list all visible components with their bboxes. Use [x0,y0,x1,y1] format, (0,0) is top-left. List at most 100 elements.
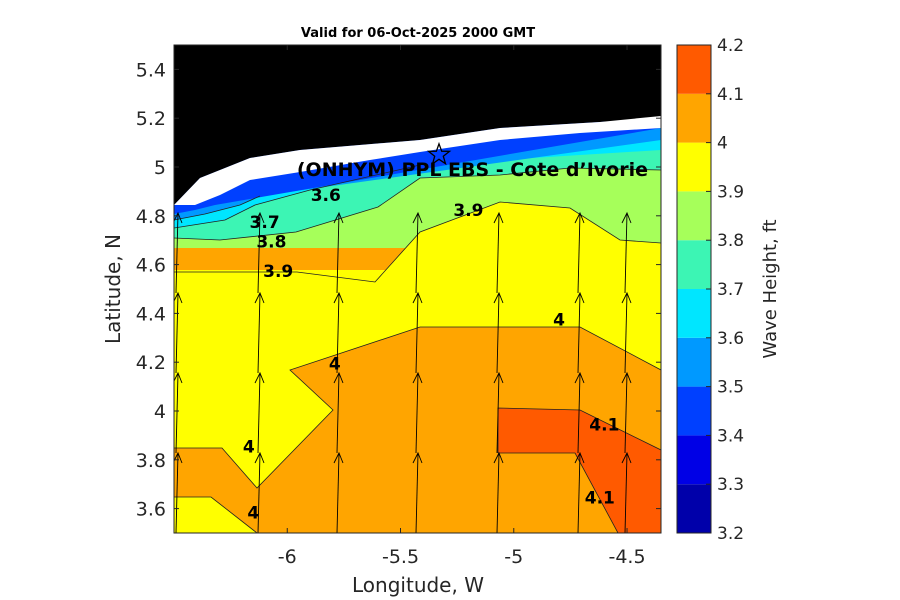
colorbar-tick-label: 3.5 [717,378,744,398]
coastline-strip [174,116,661,205]
wave-arrow-head [621,451,632,464]
wave-arrow-head [254,211,265,224]
site-label: (ONHYM) PPL EBS - Cote d’Ivorie [297,159,648,181]
band-3.9-4.0-corner [174,497,257,533]
band-3.9-4.0 [174,270,661,488]
colorbar-tick-label: 3.7 [717,280,744,300]
colorbar-tick-label: 3.8 [717,231,744,251]
y-tick-label: 4.8 [136,206,166,228]
wave-arrow-head [333,451,344,464]
wave-arrow [257,292,261,374]
site-marker [426,141,452,166]
wave-arrow-head [574,291,585,304]
wave-arrow [336,212,340,294]
wave-arrow [624,452,628,533]
wave-arrow [415,212,419,294]
wave-arrow-head [333,371,344,384]
y-tick-label: 4.2 [136,352,166,374]
site-star-icon [426,141,452,166]
y-axis-label: Latitude, N [101,234,125,344]
wave-arrow [577,372,581,454]
wave-arrow [175,372,179,454]
contour-label: 4 [329,355,341,375]
contour-label: 4 [243,437,255,457]
wave-arrow [257,212,261,294]
wave-arrow-head [254,371,265,384]
contour-label: 4.1 [589,416,619,436]
contour-label: 3.8 [256,233,286,253]
wave-arrow [175,292,179,374]
wave-arrow [496,212,500,294]
wave-arrow [175,452,179,533]
wave-arrow [496,452,500,533]
contour-label: 4.1 [585,489,615,509]
x-tick-label: -6 [278,546,297,568]
colorbar-tick-label: 3.3 [717,475,744,495]
wave-arrow-head [174,371,183,384]
wave-arrow [624,212,628,294]
wave-arrow [496,372,500,454]
y-tick-label: 4.4 [136,303,166,325]
wave-arrow-head [493,211,504,224]
colorbar-segment [677,484,711,533]
contour-label: 4 [553,311,565,331]
x-tick-label: -5 [504,546,523,568]
wave-arrow [624,292,628,374]
y-tick-label: 3.6 [136,499,166,521]
wave-arrow-head [574,371,585,384]
wave-arrow [624,372,628,454]
colorbar-segment [677,142,711,192]
wave-arrow-head [412,211,423,224]
y-tick-label: 5.4 [136,59,166,81]
axes-frame [173,44,662,534]
plot-area [174,45,661,533]
wave-arrow-head [174,291,183,304]
contour-label: 3.9 [453,201,483,221]
colorbar-segment [677,386,711,436]
x-tick-label: -4.5 [608,546,645,568]
colorbar-segment [677,45,711,94]
wave-arrow [415,372,419,454]
colorbar-tick-label: 3.9 [717,182,744,202]
wave-arrow-head [412,291,423,304]
wave-arrow-head [333,211,344,224]
colorbar: 3.2 3.3 3.4 3.5 3.6 3.7 3.8 3.9 4 4.1 4.2 [676,36,744,544]
wave-arrow-head [621,291,632,304]
colorbar-label: Wave Height, ft [760,219,781,358]
wave-arrow [257,452,261,533]
wave-arrow-head [493,291,504,304]
colorbar-segment [677,435,711,485]
axis-ticks [174,45,661,533]
contour-label: 3.9 [263,262,293,282]
wave-arrow-head [574,451,585,464]
y-tick-label: 4 [154,401,166,423]
wave-arrow-head [254,291,265,304]
wave-arrow [336,292,340,374]
colorbar-segment [677,240,711,289]
wave-arrow [415,292,419,374]
wave-arrow [415,452,419,533]
wave-arrow [577,212,581,294]
wave-arrow-head [621,211,632,224]
y-tick-label: 5 [154,157,166,179]
wave-arrow [577,292,581,374]
colorbar-tick-label: 3.6 [717,329,744,349]
wave-arrow [336,372,340,454]
contour-lines [174,164,661,533]
colorbar-tick-label: 4.2 [717,36,744,56]
wave-arrow-head [412,371,423,384]
colorbar-segment [677,289,711,338]
colorbar-segment [677,191,711,241]
wave-arrow-head [493,371,504,384]
contour-labels: 3.6 3.73.8 3.9 3.9 4 4 4 4 4.1 4.1 [243,186,620,523]
colorbar-segment [677,337,711,387]
band-4.1-4.2-patch [498,408,661,533]
x-tick-label: -5.5 [382,546,419,568]
land-mask [174,45,661,205]
x-axis-label: Longitude, W [352,573,484,597]
wave-arrow-head [574,211,585,224]
wave-arrow-head [174,211,183,224]
y-tick-label: 4.6 [136,255,166,277]
wave-direction-arrows [174,211,632,533]
